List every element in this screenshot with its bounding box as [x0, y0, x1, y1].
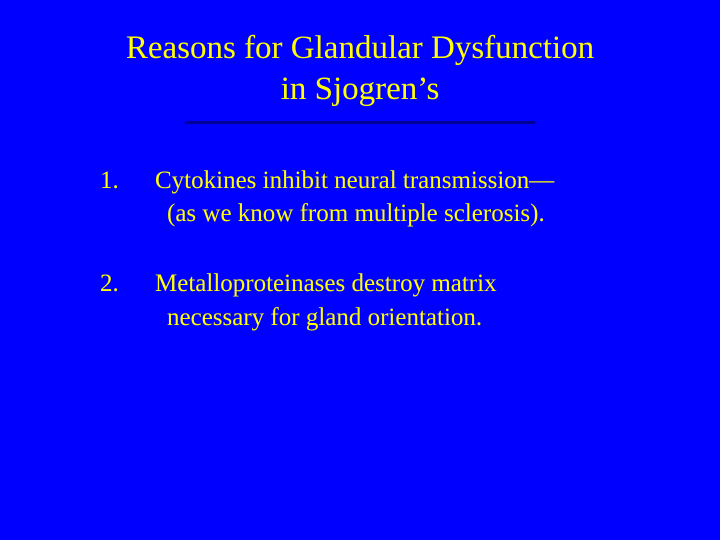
- slide-body: 1. Cytokines inhibit neural transmission…: [60, 164, 660, 335]
- slide-container: Reasons for Glandular Dysfunction in Sjo…: [0, 0, 720, 540]
- list-item: 1. Cytokines inhibit neural transmission…: [100, 164, 640, 232]
- list-item: 2. Metalloproteinases destroy matrix nec…: [100, 267, 640, 335]
- item-text-2: Metalloproteinases destroy matrix necess…: [155, 267, 640, 335]
- item-2-line-1: Metalloproteinases destroy matrix: [155, 267, 640, 301]
- title-line-1: Reasons for Glandular Dysfunction: [126, 30, 594, 66]
- title-divider: [185, 121, 535, 124]
- item-2-line-2: necessary for gland orientation.: [155, 301, 640, 335]
- title-line-2: in Sjogren’s: [281, 71, 440, 107]
- item-number-2: 2.: [100, 267, 155, 335]
- item-text-1: Cytokines inhibit neural transmission— (…: [155, 164, 640, 232]
- slide-title: Reasons for Glandular Dysfunction in Sjo…: [60, 28, 660, 111]
- item-1-line-2: (as we know from multiple sclerosis).: [155, 197, 640, 231]
- item-1-line-1: Cytokines inhibit neural transmission—: [155, 164, 640, 198]
- item-number-1: 1.: [100, 164, 155, 232]
